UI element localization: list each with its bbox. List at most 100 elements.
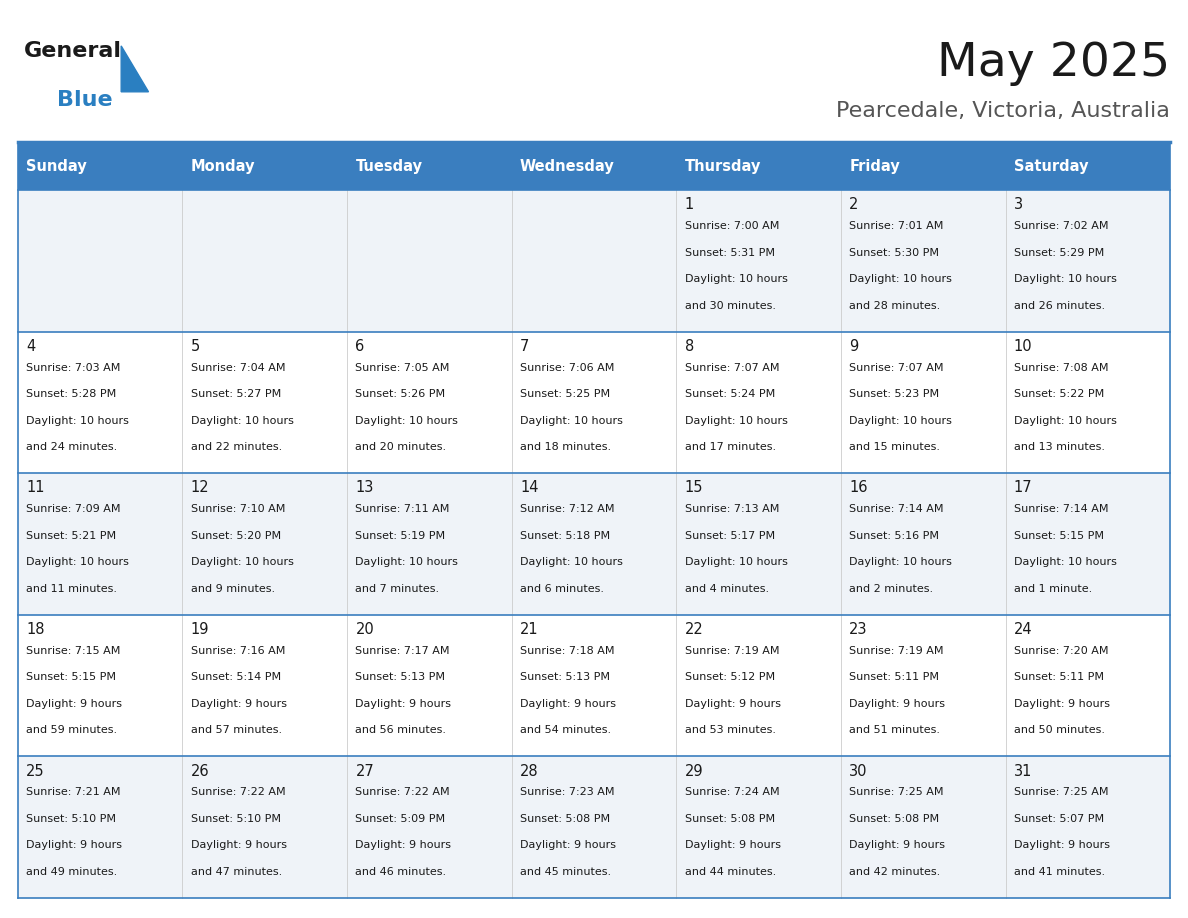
Text: 27: 27: [355, 764, 374, 778]
Text: Sunset: 5:08 PM: Sunset: 5:08 PM: [849, 814, 940, 824]
Text: Sunset: 5:27 PM: Sunset: 5:27 PM: [191, 389, 282, 399]
Bar: [18, 331, 183, 473]
Text: 3: 3: [1013, 197, 1023, 212]
Text: Sunset: 5:30 PM: Sunset: 5:30 PM: [849, 248, 940, 258]
Bar: [512, 615, 676, 756]
Text: Friday: Friday: [849, 159, 901, 174]
Text: Daylight: 10 hours: Daylight: 10 hours: [355, 557, 459, 567]
Text: Sunset: 5:20 PM: Sunset: 5:20 PM: [191, 531, 280, 541]
Text: Daylight: 10 hours: Daylight: 10 hours: [355, 416, 459, 426]
Text: and 18 minutes.: and 18 minutes.: [520, 442, 611, 453]
Text: Sunrise: 7:19 AM: Sunrise: 7:19 AM: [849, 646, 943, 655]
Text: Pearcedale, Victoria, Australia: Pearcedale, Victoria, Australia: [836, 101, 1170, 121]
Text: 28: 28: [520, 764, 538, 778]
Text: Daylight: 9 hours: Daylight: 9 hours: [520, 699, 617, 709]
Text: Sunday: Sunday: [26, 159, 87, 174]
Text: Sunset: 5:25 PM: Sunset: 5:25 PM: [520, 389, 611, 399]
Text: Monday: Monday: [191, 159, 255, 174]
Text: Daylight: 9 hours: Daylight: 9 hours: [191, 841, 286, 850]
Text: 25: 25: [26, 764, 45, 778]
Bar: [347, 190, 512, 331]
Bar: [1005, 473, 1170, 615]
Text: May 2025: May 2025: [937, 41, 1170, 86]
Bar: [18, 615, 183, 756]
Text: Sunset: 5:14 PM: Sunset: 5:14 PM: [191, 672, 280, 682]
Text: 21: 21: [520, 622, 538, 637]
Text: and 22 minutes.: and 22 minutes.: [191, 442, 282, 453]
Bar: [512, 190, 676, 331]
Text: 10: 10: [1013, 339, 1032, 354]
Text: and 24 minutes.: and 24 minutes.: [26, 442, 118, 453]
Text: and 51 minutes.: and 51 minutes.: [849, 725, 940, 735]
Polygon shape: [121, 46, 148, 92]
Bar: [841, 142, 1005, 190]
Text: Daylight: 10 hours: Daylight: 10 hours: [26, 416, 129, 426]
Text: Daylight: 9 hours: Daylight: 9 hours: [849, 841, 946, 850]
Text: Sunrise: 7:25 AM: Sunrise: 7:25 AM: [1013, 788, 1108, 798]
Text: Sunset: 5:15 PM: Sunset: 5:15 PM: [26, 672, 116, 682]
Text: and 41 minutes.: and 41 minutes.: [1013, 867, 1105, 877]
Text: 20: 20: [355, 622, 374, 637]
Text: and 26 minutes.: and 26 minutes.: [1013, 301, 1105, 310]
Text: Sunset: 5:15 PM: Sunset: 5:15 PM: [1013, 531, 1104, 541]
Text: Sunset: 5:11 PM: Sunset: 5:11 PM: [1013, 672, 1104, 682]
Bar: [183, 473, 347, 615]
Text: Sunset: 5:07 PM: Sunset: 5:07 PM: [1013, 814, 1104, 824]
Bar: [841, 331, 1005, 473]
Bar: [512, 473, 676, 615]
Bar: [1005, 756, 1170, 898]
Text: 1: 1: [684, 197, 694, 212]
Text: Sunrise: 7:10 AM: Sunrise: 7:10 AM: [191, 504, 285, 514]
Text: Sunrise: 7:15 AM: Sunrise: 7:15 AM: [26, 646, 120, 655]
Text: 15: 15: [684, 480, 703, 496]
Text: Sunrise: 7:25 AM: Sunrise: 7:25 AM: [849, 788, 943, 798]
Text: Sunrise: 7:01 AM: Sunrise: 7:01 AM: [849, 221, 943, 231]
Text: Sunset: 5:24 PM: Sunset: 5:24 PM: [684, 389, 775, 399]
Bar: [676, 756, 841, 898]
Text: Sunset: 5:12 PM: Sunset: 5:12 PM: [684, 672, 775, 682]
Text: Sunset: 5:09 PM: Sunset: 5:09 PM: [355, 814, 446, 824]
Text: Daylight: 10 hours: Daylight: 10 hours: [520, 557, 623, 567]
Text: Sunset: 5:13 PM: Sunset: 5:13 PM: [355, 672, 446, 682]
Text: and 1 minute.: and 1 minute.: [1013, 584, 1092, 594]
Text: Thursday: Thursday: [684, 159, 762, 174]
Text: 17: 17: [1013, 480, 1032, 496]
Text: Daylight: 10 hours: Daylight: 10 hours: [191, 416, 293, 426]
Bar: [676, 331, 841, 473]
Bar: [183, 331, 347, 473]
Text: Daylight: 9 hours: Daylight: 9 hours: [191, 699, 286, 709]
Text: and 13 minutes.: and 13 minutes.: [1013, 442, 1105, 453]
Text: Sunrise: 7:05 AM: Sunrise: 7:05 AM: [355, 363, 450, 373]
Text: and 56 minutes.: and 56 minutes.: [355, 725, 447, 735]
Bar: [512, 756, 676, 898]
Text: and 28 minutes.: and 28 minutes.: [849, 301, 941, 310]
Text: 24: 24: [1013, 622, 1032, 637]
Text: Sunset: 5:17 PM: Sunset: 5:17 PM: [684, 531, 775, 541]
Text: 14: 14: [520, 480, 538, 496]
Text: Sunrise: 7:07 AM: Sunrise: 7:07 AM: [684, 363, 779, 373]
Text: Sunset: 5:21 PM: Sunset: 5:21 PM: [26, 531, 116, 541]
Text: Sunrise: 7:17 AM: Sunrise: 7:17 AM: [355, 646, 450, 655]
Text: 2: 2: [849, 197, 859, 212]
Text: Sunrise: 7:09 AM: Sunrise: 7:09 AM: [26, 504, 121, 514]
Text: 11: 11: [26, 480, 45, 496]
Text: Sunrise: 7:02 AM: Sunrise: 7:02 AM: [1013, 221, 1108, 231]
Text: Sunset: 5:10 PM: Sunset: 5:10 PM: [191, 814, 280, 824]
Text: Sunrise: 7:00 AM: Sunrise: 7:00 AM: [684, 221, 779, 231]
Bar: [1005, 190, 1170, 331]
Text: Sunset: 5:29 PM: Sunset: 5:29 PM: [1013, 248, 1104, 258]
Text: 18: 18: [26, 622, 45, 637]
Text: Sunrise: 7:12 AM: Sunrise: 7:12 AM: [520, 504, 614, 514]
Text: Blue: Blue: [57, 90, 113, 110]
Text: and 44 minutes.: and 44 minutes.: [684, 867, 776, 877]
Text: 23: 23: [849, 622, 867, 637]
Text: and 4 minutes.: and 4 minutes.: [684, 584, 769, 594]
Text: 7: 7: [520, 339, 530, 354]
Text: Sunrise: 7:07 AM: Sunrise: 7:07 AM: [849, 363, 943, 373]
Text: Sunset: 5:16 PM: Sunset: 5:16 PM: [849, 531, 940, 541]
Text: 6: 6: [355, 339, 365, 354]
Text: and 53 minutes.: and 53 minutes.: [684, 725, 776, 735]
Text: Daylight: 9 hours: Daylight: 9 hours: [355, 699, 451, 709]
Text: and 59 minutes.: and 59 minutes.: [26, 725, 118, 735]
Bar: [18, 190, 183, 331]
